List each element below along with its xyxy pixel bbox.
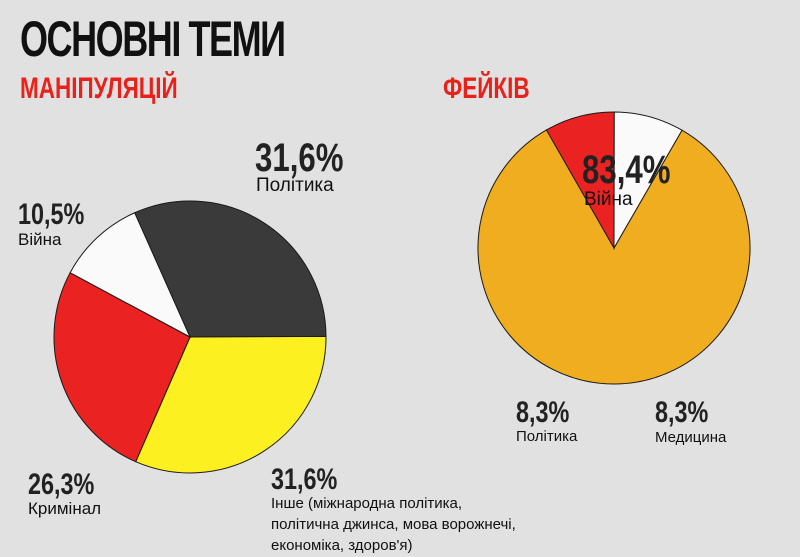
manip-pie-slice-2 — [53, 272, 191, 463]
page-title: ОСНОВНІ ТЕМИ — [20, 11, 286, 67]
manip-politics-label: Політика — [256, 175, 334, 196]
manip-politics-percent: 31,6% — [255, 136, 344, 180]
fakes-politics-label: Політика — [516, 428, 578, 445]
manipulations-chart-title: МАНІПУЛЯЦІЙ — [20, 72, 178, 105]
manip-crime-label: Кримінал — [28, 499, 102, 518]
manip-other-label-line-1: Інше (міжнародна політика, — [271, 495, 463, 512]
manip-pie-slice-0 — [134, 200, 327, 338]
fakes-war-label: Війна — [584, 189, 633, 210]
fakes-war-percent: 83,4% — [582, 148, 671, 192]
fakes-medicine-percent: 8,3% — [655, 396, 709, 429]
manip-other-label-line-2: політична джинса, мова ворожнечі, — [271, 516, 516, 533]
manip-other-label-line-3: економіка, здоров'я) — [271, 537, 413, 554]
fakes-medicine-label: Медицина — [655, 429, 727, 446]
fakes-politics-percent: 8,3% — [516, 396, 570, 429]
fakes-pie-slice-0 — [477, 129, 751, 385]
manip-crime-percent: 26,3% — [28, 468, 95, 501]
manip-other-percent: 31,6% — [271, 463, 338, 496]
manip-pie-slice-1 — [135, 335, 327, 474]
manip-pie-slice-3 — [69, 212, 192, 339]
fakes-pie-slice-1 — [613, 111, 683, 250]
fakes-chart-title: ФЕЙКІВ — [443, 72, 530, 105]
manip-war-percent: 10,5% — [18, 198, 85, 231]
manipulations-pie — [53, 200, 327, 474]
manip-war-label: Війна — [18, 230, 62, 249]
fakes-pie — [477, 111, 751, 385]
